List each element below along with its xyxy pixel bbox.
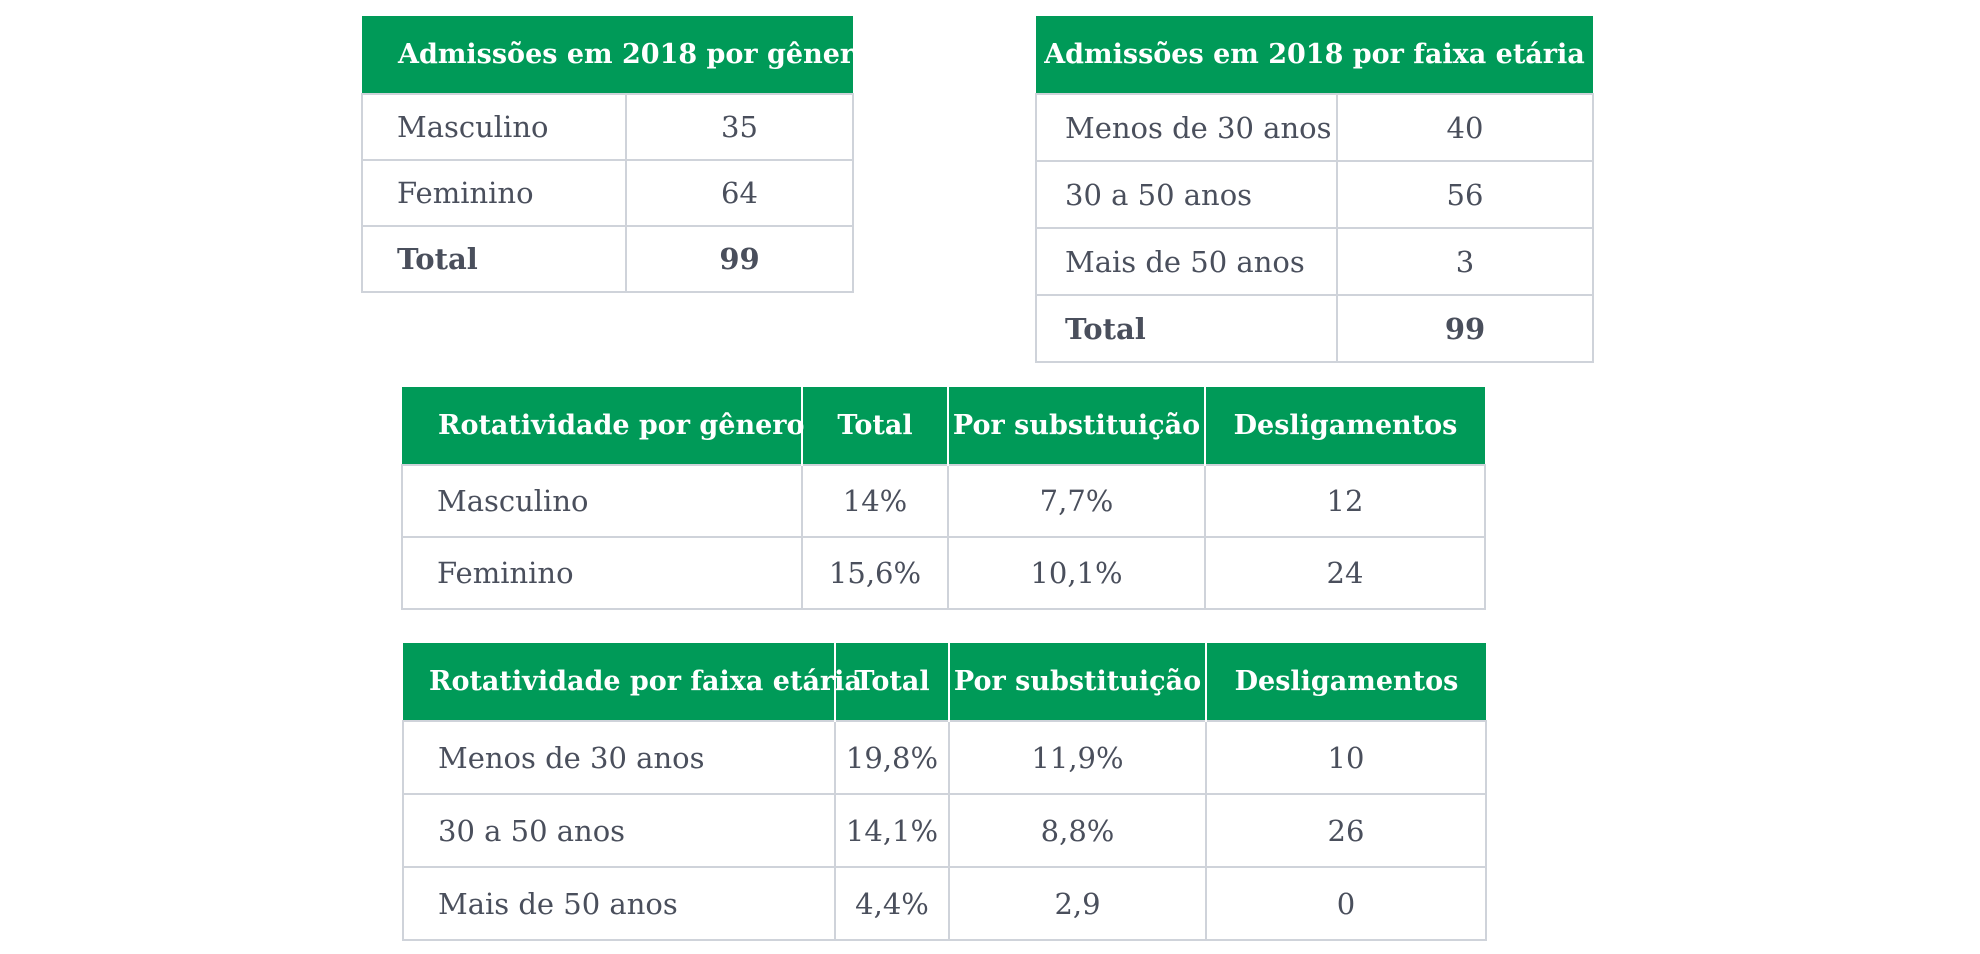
cell-dismissals: 0 — [1205, 866, 1487, 941]
table-row: Mais de 50 anos 3 — [1035, 227, 1594, 296]
table-row: Menos de 30 anos 40 — [1035, 93, 1594, 162]
column-header: Por substituição — [949, 643, 1207, 721]
cell-total: 14% — [801, 464, 949, 538]
table-row: Menos de 30 anos 19,8% 11,9% 10 — [402, 720, 1487, 795]
turnover-by-gender-table: Rotatividade por gênero Total Por substi… — [401, 387, 1486, 610]
row-label: 30 a 50 anos — [402, 793, 836, 868]
row-label: Menos de 30 anos — [402, 720, 836, 795]
cell-dismissals: 24 — [1204, 536, 1486, 610]
cell-substitution: 2,9 — [948, 866, 1207, 941]
row-value: 40 — [1336, 93, 1594, 162]
total-value: 99 — [1336, 294, 1594, 363]
table-row: Masculino 35 — [361, 93, 854, 161]
cell-total: 19,8% — [834, 720, 950, 795]
row-label: Feminino — [401, 536, 803, 610]
cell-dismissals: 10 — [1205, 720, 1487, 795]
table-header-row: Rotatividade por gênero Total Por substi… — [402, 387, 1485, 465]
table-row: 30 a 50 anos 14,1% 8,8% 26 — [402, 793, 1487, 868]
row-label: Feminino — [361, 159, 627, 227]
cell-substitution: 11,9% — [948, 720, 1207, 795]
table-row: Masculino 14% 7,7% 12 — [401, 464, 1486, 538]
table-row: Feminino 15,6% 10,1% 24 — [401, 536, 1486, 610]
total-label: Total — [1035, 294, 1338, 363]
table-row: Feminino 64 — [361, 159, 854, 227]
table-row: 30 a 50 anos 56 — [1035, 160, 1594, 229]
row-value: 56 — [1336, 160, 1594, 229]
table-title: Admissões em 2018 por gênero — [362, 16, 872, 94]
cell-dismissals: 26 — [1205, 793, 1487, 868]
row-value: 64 — [625, 159, 854, 227]
row-value: 35 — [625, 93, 854, 161]
table-row: Mais de 50 anos 4,4% 2,9 0 — [402, 866, 1487, 941]
row-label: 30 a 50 anos — [1035, 160, 1338, 229]
cell-substitution: 7,7% — [947, 464, 1206, 538]
row-value: 3 — [1336, 227, 1594, 296]
column-header: Desligamentos — [1206, 643, 1486, 721]
cell-substitution: 8,8% — [948, 793, 1207, 868]
cell-dismissals: 12 — [1204, 464, 1486, 538]
admissions-by-gender-table: Admissões em 2018 por gênero Masculino 3… — [361, 16, 872, 293]
cell-total: 15,6% — [801, 536, 949, 610]
total-row: Total 99 — [1035, 294, 1594, 363]
column-header: Desligamentos — [1205, 387, 1485, 465]
row-label: Menos de 30 anos — [1035, 93, 1338, 162]
turnover-by-age-table: Rotatividade por faixa etária Total Por … — [402, 643, 1487, 941]
row-label: Mais de 50 anos — [1035, 227, 1338, 296]
total-value: 99 — [625, 225, 854, 293]
column-header: Total — [835, 643, 950, 721]
cell-total: 14,1% — [834, 793, 950, 868]
total-row: Total 99 — [361, 225, 854, 293]
table-title: Admissões em 2018 por faixa etária — [1036, 16, 1593, 94]
row-label: Masculino — [361, 93, 627, 161]
total-label: Total — [361, 225, 627, 293]
cell-total: 4,4% — [834, 866, 950, 941]
row-label: Masculino — [401, 464, 803, 538]
table-header-row: Rotatividade por faixa etária Total Por … — [403, 643, 1486, 721]
column-header: Rotatividade por gênero — [402, 387, 805, 465]
table-header-row: Admissões em 2018 por faixa etária — [1036, 16, 1593, 94]
admissions-by-age-table: Admissões em 2018 por faixa etária Menos… — [1035, 16, 1594, 363]
column-header: Total — [802, 387, 949, 465]
column-header: Por substituição — [948, 387, 1206, 465]
row-label: Mais de 50 anos — [402, 866, 836, 941]
column-header: Rotatividade por faixa etária — [403, 643, 862, 721]
table-header-row: Admissões em 2018 por gênero — [362, 16, 872, 94]
cell-substitution: 10,1% — [947, 536, 1206, 610]
